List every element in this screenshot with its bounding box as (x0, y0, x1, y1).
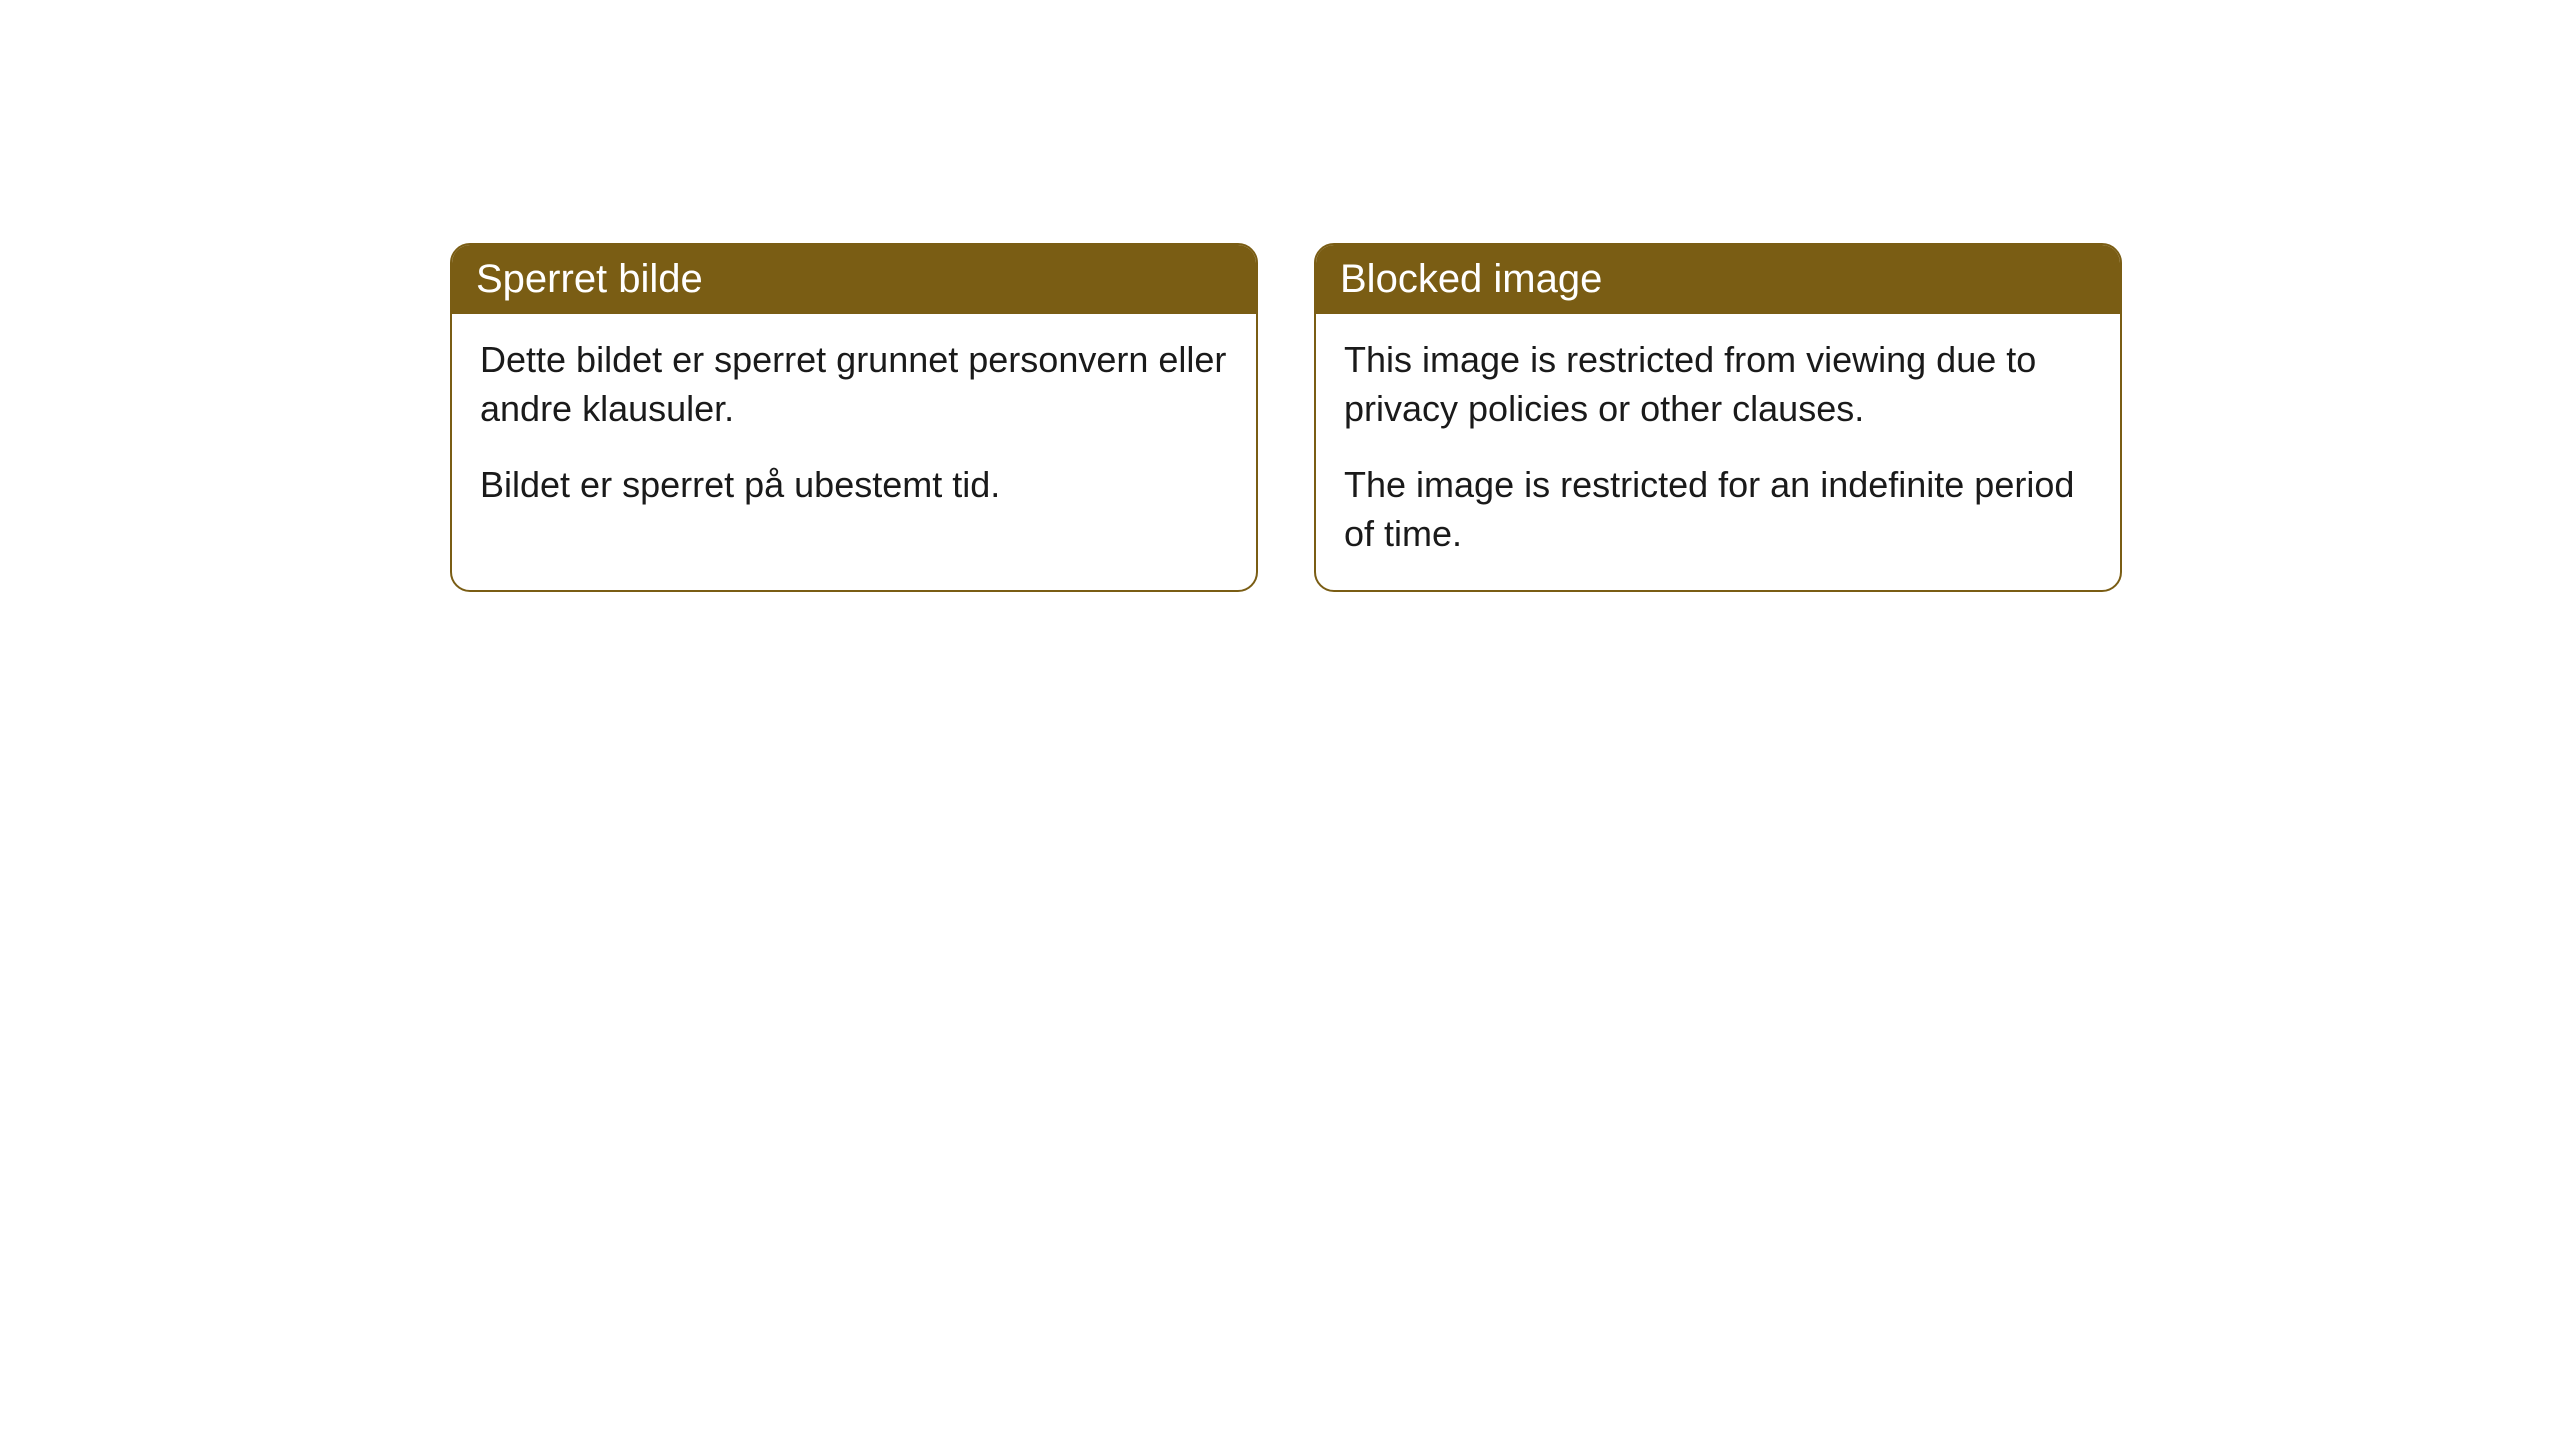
card-body-norwegian: Dette bildet er sperret grunnet personve… (452, 314, 1256, 542)
card-paragraph: This image is restricted from viewing du… (1344, 336, 2092, 433)
card-header-norwegian: Sperret bilde (452, 245, 1256, 314)
card-norwegian: Sperret bilde Dette bildet er sperret gr… (450, 243, 1258, 592)
card-body-english: This image is restricted from viewing du… (1316, 314, 2120, 590)
card-paragraph: Dette bildet er sperret grunnet personve… (480, 336, 1228, 433)
card-header-english: Blocked image (1316, 245, 2120, 314)
card-paragraph: The image is restricted for an indefinit… (1344, 461, 2092, 558)
cards-container: Sperret bilde Dette bildet er sperret gr… (450, 243, 2122, 592)
card-english: Blocked image This image is restricted f… (1314, 243, 2122, 592)
card-paragraph: Bildet er sperret på ubestemt tid. (480, 461, 1228, 510)
